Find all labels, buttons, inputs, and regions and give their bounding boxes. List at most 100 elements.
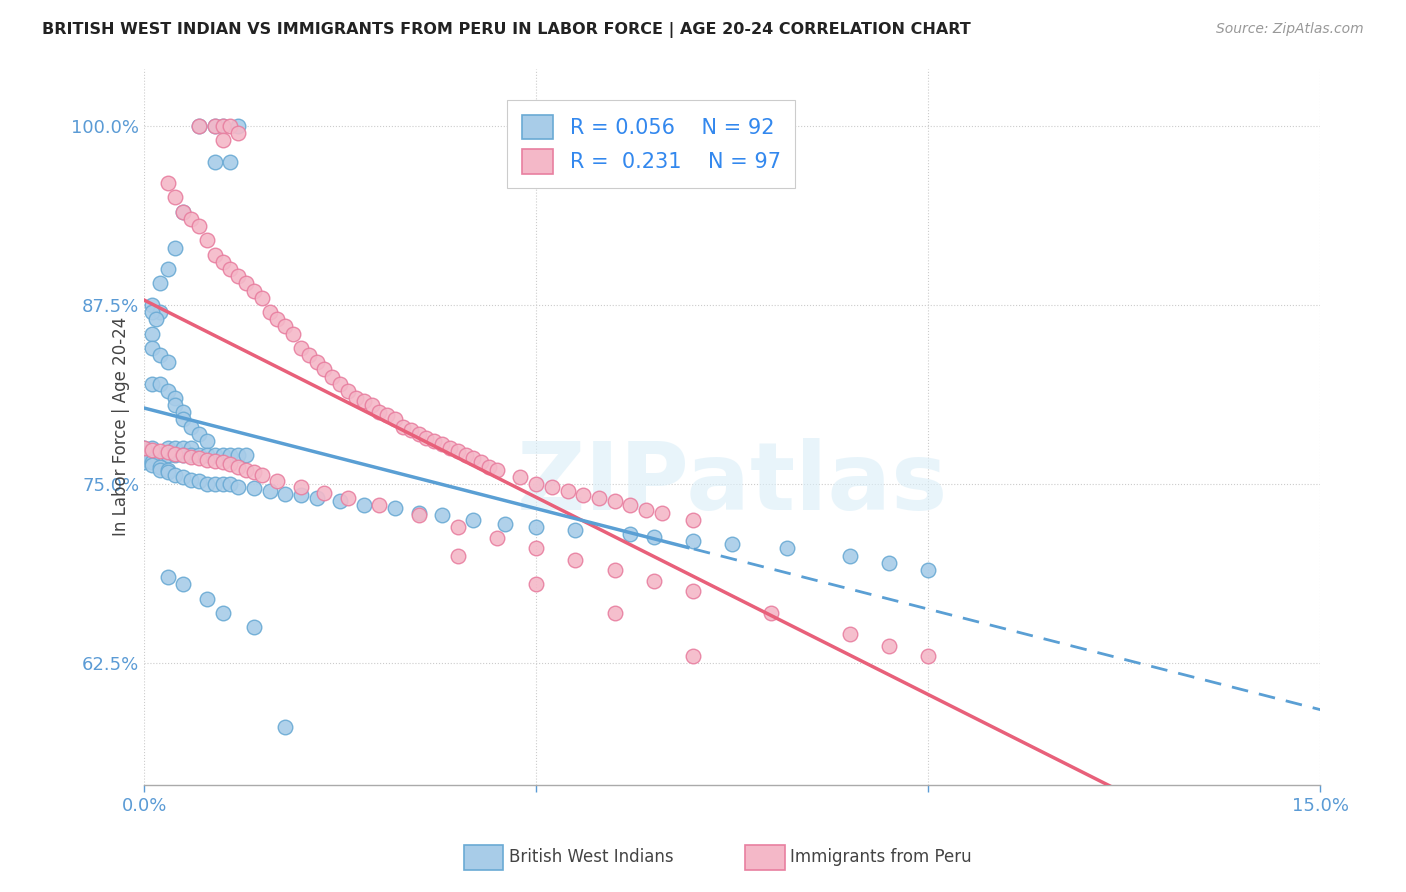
Point	[430, 437, 453, 451]
Point	[211, 255, 233, 269]
Point	[430, 508, 453, 523]
Point	[314, 362, 336, 376]
Point	[447, 549, 470, 563]
Point	[557, 484, 579, 499]
Point	[423, 434, 446, 448]
Point	[149, 462, 172, 476]
Point	[149, 444, 172, 458]
Point	[619, 499, 641, 513]
Point	[336, 491, 359, 506]
Point	[838, 549, 860, 563]
Point	[274, 487, 297, 501]
Point	[132, 455, 155, 469]
Point	[447, 520, 470, 534]
Point	[682, 534, 704, 549]
Point	[165, 241, 187, 255]
Point	[195, 434, 218, 448]
Point	[149, 305, 172, 319]
Y-axis label: In Labor Force | Age 20-24: In Labor Force | Age 20-24	[112, 317, 131, 536]
Point	[172, 204, 194, 219]
Point	[204, 154, 226, 169]
Point	[204, 454, 226, 468]
Point	[204, 119, 226, 133]
Point	[305, 491, 328, 506]
Point	[172, 448, 194, 462]
Point	[211, 455, 233, 469]
Point	[439, 441, 461, 455]
Point	[408, 426, 430, 441]
Point	[485, 532, 508, 546]
Point	[360, 398, 382, 412]
Point	[141, 458, 163, 473]
Point	[141, 305, 163, 319]
Point	[141, 455, 163, 469]
Point	[195, 448, 218, 462]
Point	[298, 348, 321, 362]
Point	[156, 176, 179, 190]
Point	[485, 462, 508, 476]
Point	[250, 468, 273, 483]
Point	[838, 627, 860, 641]
Point	[415, 431, 437, 445]
Point	[156, 445, 179, 459]
Point	[204, 477, 226, 491]
Point	[470, 455, 492, 469]
Point	[149, 376, 172, 391]
Point	[344, 391, 367, 405]
Point	[188, 426, 211, 441]
Point	[188, 474, 211, 488]
Point	[235, 462, 257, 476]
Point	[141, 326, 163, 341]
Point	[682, 584, 704, 599]
Point	[564, 523, 586, 537]
Point	[524, 577, 547, 591]
Point	[524, 541, 547, 556]
Point	[408, 506, 430, 520]
Point	[165, 448, 187, 462]
Point	[408, 508, 430, 523]
Point	[917, 648, 939, 663]
Point	[219, 448, 242, 462]
Point	[399, 423, 422, 437]
Point	[243, 466, 266, 480]
Point	[132, 448, 155, 462]
Point	[172, 405, 194, 419]
Point	[211, 477, 233, 491]
Point	[172, 412, 194, 426]
Point	[132, 441, 155, 455]
Point	[156, 384, 179, 398]
Point	[266, 312, 288, 326]
Point	[235, 277, 257, 291]
Point	[156, 355, 179, 369]
Point	[180, 441, 202, 455]
Point	[188, 451, 211, 466]
Point	[226, 480, 249, 494]
Point	[384, 501, 406, 516]
Point	[353, 499, 375, 513]
Point	[776, 541, 799, 556]
Point	[180, 473, 202, 487]
Point	[172, 204, 194, 219]
Point	[165, 441, 187, 455]
Point	[682, 648, 704, 663]
Point	[290, 488, 312, 502]
Point	[226, 459, 249, 474]
Point	[643, 574, 665, 589]
Point	[281, 326, 304, 341]
Point	[156, 262, 179, 277]
Point	[634, 502, 657, 516]
Point	[290, 480, 312, 494]
Point	[384, 412, 406, 426]
Point	[219, 154, 242, 169]
Point	[145, 312, 167, 326]
Point	[682, 513, 704, 527]
Point	[541, 480, 564, 494]
Point	[211, 119, 233, 133]
Point	[463, 451, 485, 466]
Point	[321, 369, 343, 384]
Point	[463, 513, 485, 527]
Text: Immigrants from Peru: Immigrants from Peru	[790, 848, 972, 866]
Point	[603, 606, 626, 620]
Point	[180, 450, 202, 464]
Point	[651, 506, 673, 520]
